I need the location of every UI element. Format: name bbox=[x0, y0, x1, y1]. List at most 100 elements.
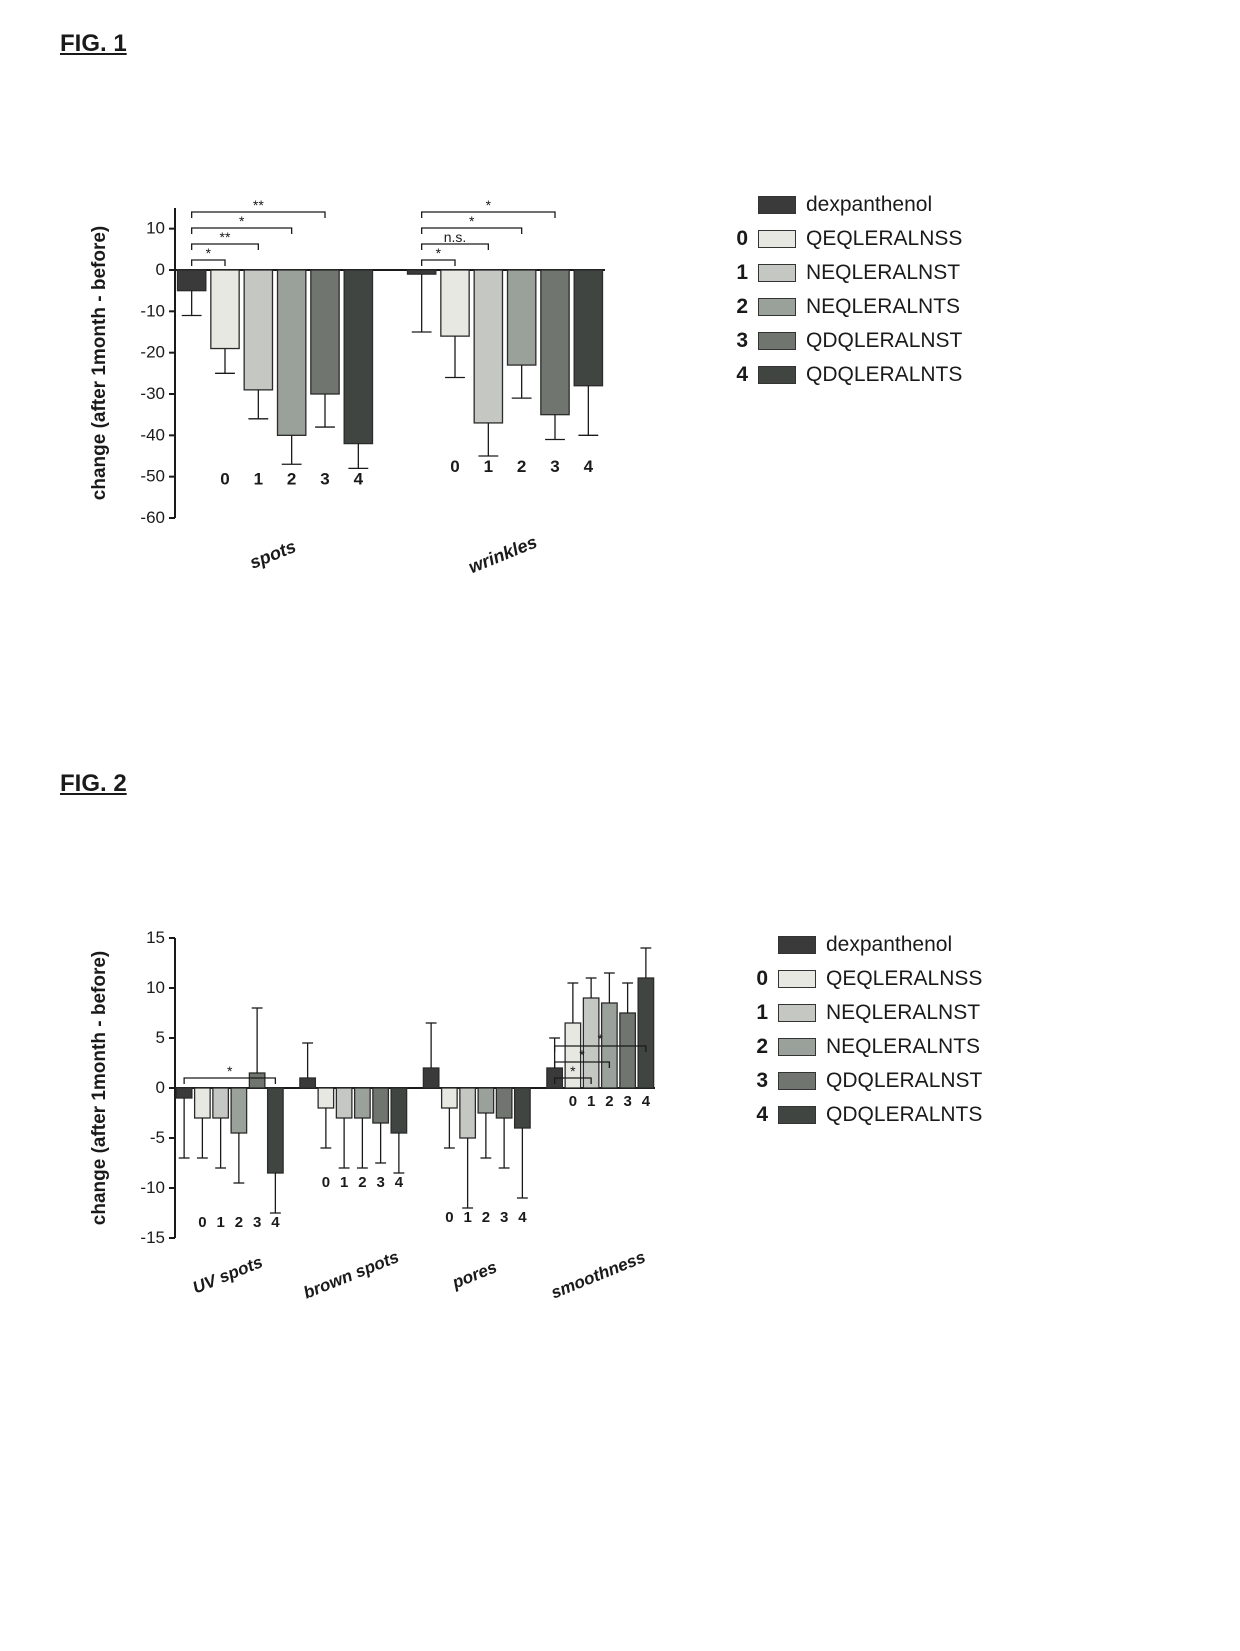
fig2-title: FIG. 2 bbox=[60, 770, 1160, 798]
svg-text:0: 0 bbox=[156, 260, 165, 279]
svg-text:4: 4 bbox=[518, 1209, 527, 1226]
legend-label: NEQLERALNTS bbox=[806, 295, 960, 319]
svg-text:*: * bbox=[227, 1063, 233, 1079]
svg-text:5: 5 bbox=[156, 1028, 165, 1047]
svg-text:10: 10 bbox=[146, 978, 165, 997]
svg-text:-20: -20 bbox=[140, 343, 165, 362]
svg-text:change (after 1month - before): change (after 1month - before) bbox=[89, 951, 110, 1225]
svg-text:0: 0 bbox=[569, 1093, 577, 1110]
legend-label: QDQLERALNTS bbox=[826, 1103, 982, 1127]
legend-number: 3 bbox=[730, 329, 748, 353]
fig1-title: FIG. 1 bbox=[60, 30, 1160, 58]
svg-text:-30: -30 bbox=[140, 384, 165, 403]
legend-label: QEQLERALNSS bbox=[806, 227, 962, 251]
svg-text:change (after 1month - before): change (after 1month - before) bbox=[89, 226, 110, 500]
legend-item: dexpanthenol bbox=[750, 933, 982, 957]
svg-text:*: * bbox=[579, 1047, 585, 1063]
svg-text:n.s.: n.s. bbox=[444, 229, 467, 245]
svg-text:3: 3 bbox=[253, 1214, 261, 1231]
legend-item: 2NEQLERALNTS bbox=[750, 1035, 982, 1059]
svg-text:0: 0 bbox=[450, 457, 459, 476]
legend-number: 1 bbox=[730, 261, 748, 285]
svg-text:1: 1 bbox=[340, 1174, 348, 1191]
legend-number: 3 bbox=[750, 1069, 768, 1093]
legend-number: 1 bbox=[750, 1001, 768, 1025]
legend-swatch bbox=[758, 264, 796, 282]
svg-text:**: ** bbox=[220, 229, 231, 245]
svg-text:15: 15 bbox=[146, 928, 165, 947]
svg-text:*: * bbox=[570, 1063, 576, 1079]
svg-text:2: 2 bbox=[287, 469, 296, 488]
legend-swatch bbox=[778, 1004, 816, 1022]
legend-label: QEQLERALNSS bbox=[826, 967, 982, 991]
svg-text:-10: -10 bbox=[140, 301, 165, 320]
legend-number: 0 bbox=[730, 227, 748, 251]
svg-text:3: 3 bbox=[320, 469, 329, 488]
legend-swatch bbox=[758, 332, 796, 350]
svg-text:3: 3 bbox=[550, 457, 559, 476]
legend-swatch bbox=[778, 1038, 816, 1056]
legend-item: 4 QDQLERALNTS bbox=[730, 363, 962, 387]
svg-text:*: * bbox=[598, 1031, 604, 1047]
legend-label: dexpanthenol bbox=[826, 933, 952, 957]
legend-item: 2 NEQLERALNTS bbox=[730, 295, 962, 319]
svg-text:*: * bbox=[239, 213, 245, 229]
svg-text:3: 3 bbox=[623, 1093, 631, 1110]
fig1-chart: -60-50-40-30-20-10010change (after 1mont… bbox=[60, 128, 700, 593]
svg-text:4: 4 bbox=[271, 1214, 280, 1231]
svg-text:1: 1 bbox=[254, 469, 263, 488]
svg-text:0: 0 bbox=[220, 469, 229, 488]
svg-text:smoothness: smoothness bbox=[548, 1247, 648, 1302]
svg-text:2: 2 bbox=[517, 457, 526, 476]
legend-item: 3QDQLERALNST bbox=[750, 1069, 982, 1093]
legend-swatch bbox=[778, 970, 816, 988]
fig2-chart: -15-10-5051015change (after 1month - bef… bbox=[60, 868, 720, 1333]
svg-text:1: 1 bbox=[484, 457, 493, 476]
fig2-legend: dexpanthenol 0 QEQLERALNSS 1 NEQLERALNST 2NEQ… bbox=[750, 933, 982, 1127]
legend-swatch bbox=[778, 936, 816, 954]
svg-text:4: 4 bbox=[354, 469, 364, 488]
legend-item: 0 QEQLERALNSS bbox=[730, 227, 962, 251]
svg-text:-15: -15 bbox=[140, 1228, 165, 1247]
legend-item: 1 NEQLERALNST bbox=[730, 261, 962, 285]
legend-swatch bbox=[758, 298, 796, 316]
legend-number: 4 bbox=[730, 363, 748, 387]
legend-swatch bbox=[778, 1072, 816, 1090]
svg-text:brown spots: brown spots bbox=[301, 1247, 402, 1302]
svg-text:2: 2 bbox=[605, 1093, 613, 1110]
legend-label: NEQLERALNST bbox=[826, 1001, 980, 1025]
legend-item: 4 QDQLERALNTS bbox=[750, 1103, 982, 1127]
svg-text:-5: -5 bbox=[150, 1128, 165, 1147]
svg-text:*: * bbox=[486, 197, 492, 213]
svg-text:3: 3 bbox=[376, 1174, 384, 1191]
legend-label: NEQLERALNST bbox=[806, 261, 960, 285]
legend-label: QDQLERALNTS bbox=[806, 363, 962, 387]
svg-text:**: ** bbox=[253, 197, 264, 213]
legend-swatch bbox=[758, 366, 796, 384]
legend-number: 4 bbox=[750, 1103, 768, 1127]
svg-text:2: 2 bbox=[482, 1209, 490, 1226]
legend-label: QDQLERALNST bbox=[806, 329, 962, 353]
legend-swatch bbox=[758, 230, 796, 248]
svg-text:1: 1 bbox=[587, 1093, 595, 1110]
legend-number: 2 bbox=[730, 295, 748, 319]
svg-text:10: 10 bbox=[146, 219, 165, 238]
legend-label: dexpanthenol bbox=[806, 193, 932, 217]
svg-text:-10: -10 bbox=[140, 1178, 165, 1197]
svg-text:4: 4 bbox=[642, 1093, 651, 1110]
svg-text:0: 0 bbox=[445, 1209, 453, 1226]
svg-text:0: 0 bbox=[198, 1214, 206, 1231]
legend-label: NEQLERALNTS bbox=[826, 1035, 980, 1059]
svg-text:*: * bbox=[469, 213, 475, 229]
svg-text:4: 4 bbox=[584, 457, 594, 476]
svg-text:3: 3 bbox=[500, 1209, 508, 1226]
legend-swatch bbox=[778, 1106, 816, 1124]
legend-number: 0 bbox=[750, 967, 768, 991]
svg-text:1: 1 bbox=[216, 1214, 224, 1231]
svg-text:4: 4 bbox=[395, 1174, 404, 1191]
svg-text:2: 2 bbox=[358, 1174, 366, 1191]
svg-text:-60: -60 bbox=[140, 508, 165, 527]
svg-text:pores: pores bbox=[449, 1257, 500, 1292]
legend-swatch bbox=[758, 196, 796, 214]
svg-text:*: * bbox=[206, 245, 212, 261]
